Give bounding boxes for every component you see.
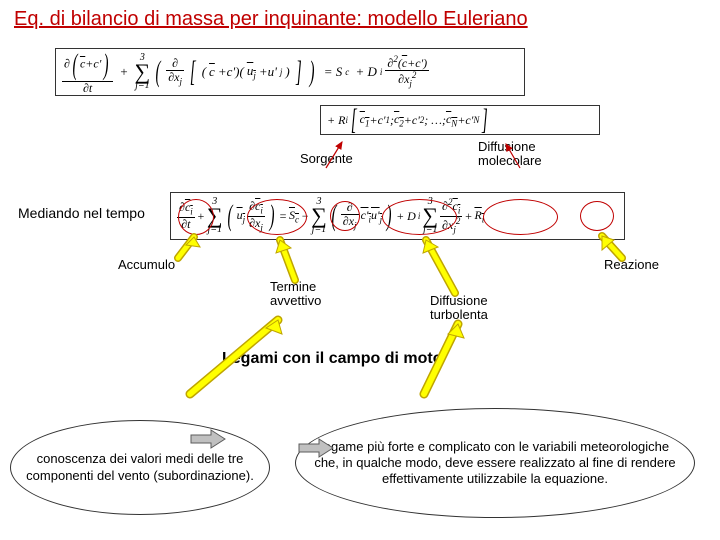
label-termine-2: avvettivo [270,294,321,308]
equation-2-box: + Ri[c1+c'1; c2+c'2; …; cN+c'N] [320,105,600,135]
equation-1: ∂(c+c')∂t + 3∑j=1 ( ∂∂xj [(c+c')(uj+u'j)… [62,52,518,92]
page-title: Eq. di bilancio di massa per inquinante:… [14,8,528,31]
label-accumulo: Accumulo [118,258,175,272]
ring-avvettivo [247,199,307,235]
label-sorgente: Sorgente [300,152,353,166]
ring-turbolenta [382,199,457,235]
ring-sorgente [330,201,360,231]
arrow-avvettivo [276,240,295,280]
label-legami: Legami con il campo di moto [222,350,442,368]
label-mediando: Mediando nel tempo [18,206,145,221]
equation-1-box: ∂(c+c')∂t + 3∑j=1 ( ∂∂xj [(c+c')(uj+u'j)… [55,48,525,96]
bubble-right-text: legame più forte e complicato con le var… [310,439,680,488]
ring-accumulo [178,199,214,235]
arrow-turbolenta [423,240,455,293]
arrow-accumulo [178,237,200,258]
bubble-right: legame più forte e complicato con le var… [295,408,695,518]
equation-2: + Ri[c1+c'1; c2+c'2; …; cN+c'N] [327,109,593,131]
label-diff-t2: turbolenta [430,308,488,322]
ring-molecolare [483,199,558,235]
bubble-left: conoscenza dei valori medi delle tre com… [10,420,270,515]
label-reazione: Reazione [604,258,659,272]
label-diff-mol-2: molecolare [478,154,542,168]
ring-reazione [580,201,614,231]
bubble-left-text: conoscenza dei valori medi delle tre com… [25,451,255,484]
